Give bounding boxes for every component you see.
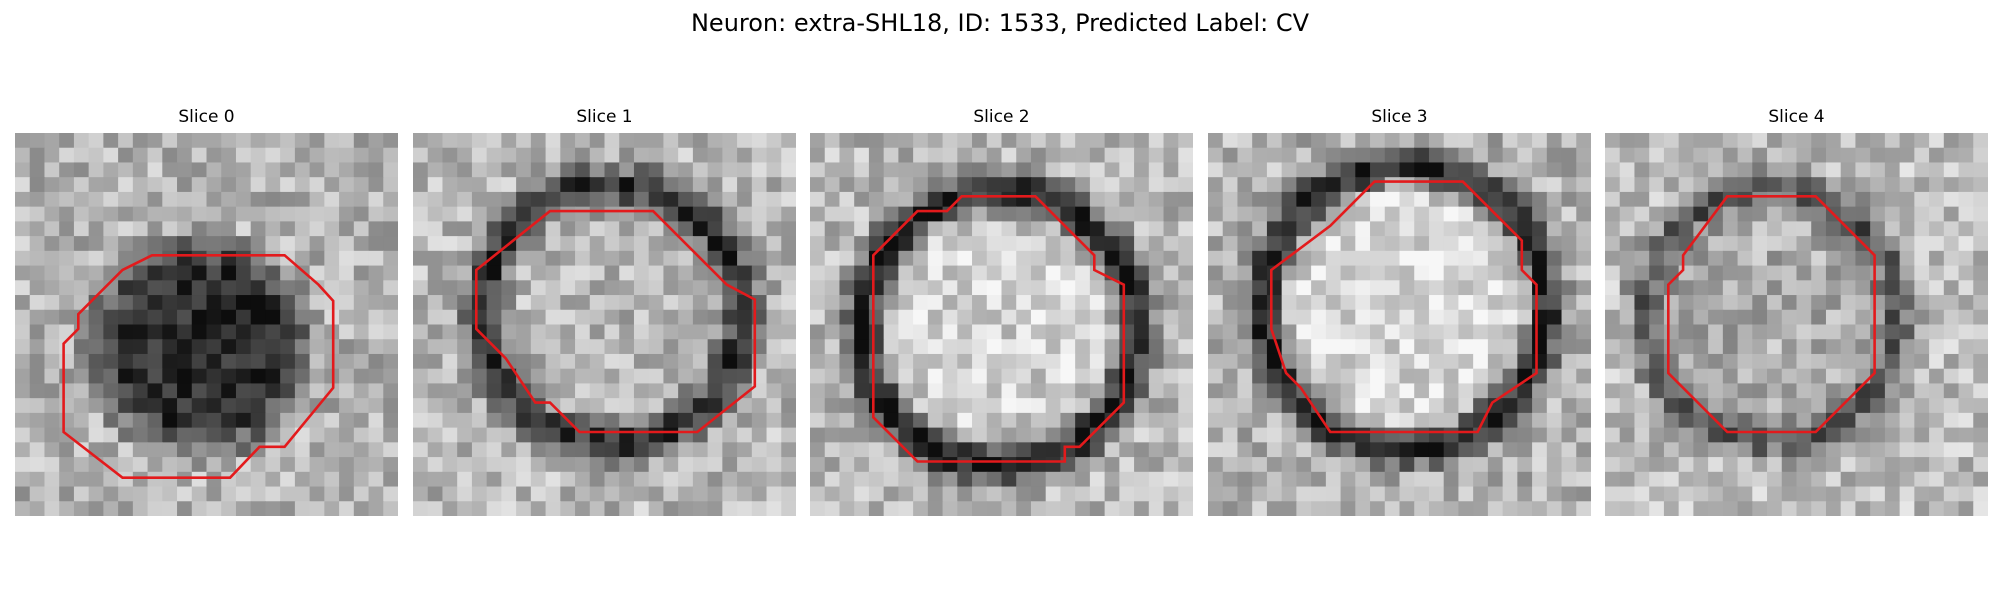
slice-title-0: Slice 0	[178, 107, 235, 127]
slice-texture	[15, 133, 398, 516]
slice-image-1	[413, 133, 796, 516]
slice-texture	[810, 133, 1193, 516]
slice-title-4: Slice 4	[1768, 107, 1825, 127]
slice-title-1: Slice 1	[576, 107, 633, 127]
slice-image-2	[810, 133, 1193, 516]
slice-texture	[1605, 133, 1988, 516]
slice-texture	[413, 133, 796, 516]
slice-image-4	[1605, 133, 1988, 516]
figure-title: Neuron: extra-SHL18, ID: 1533, Predicted…	[690, 9, 1310, 37]
segmentation-contour	[474, 209, 757, 434]
slice-texture	[1208, 133, 1591, 516]
slice-title-2: Slice 2	[973, 107, 1030, 127]
segmentation-contour	[62, 254, 335, 480]
slice-title-3: Slice 3	[1371, 107, 1428, 127]
segmentation-contour	[1269, 180, 1538, 434]
slice-image-3	[1208, 133, 1591, 516]
segmentation-contour	[871, 194, 1126, 463]
segmentation-contour	[1666, 194, 1876, 434]
slice-image-0	[15, 133, 398, 516]
